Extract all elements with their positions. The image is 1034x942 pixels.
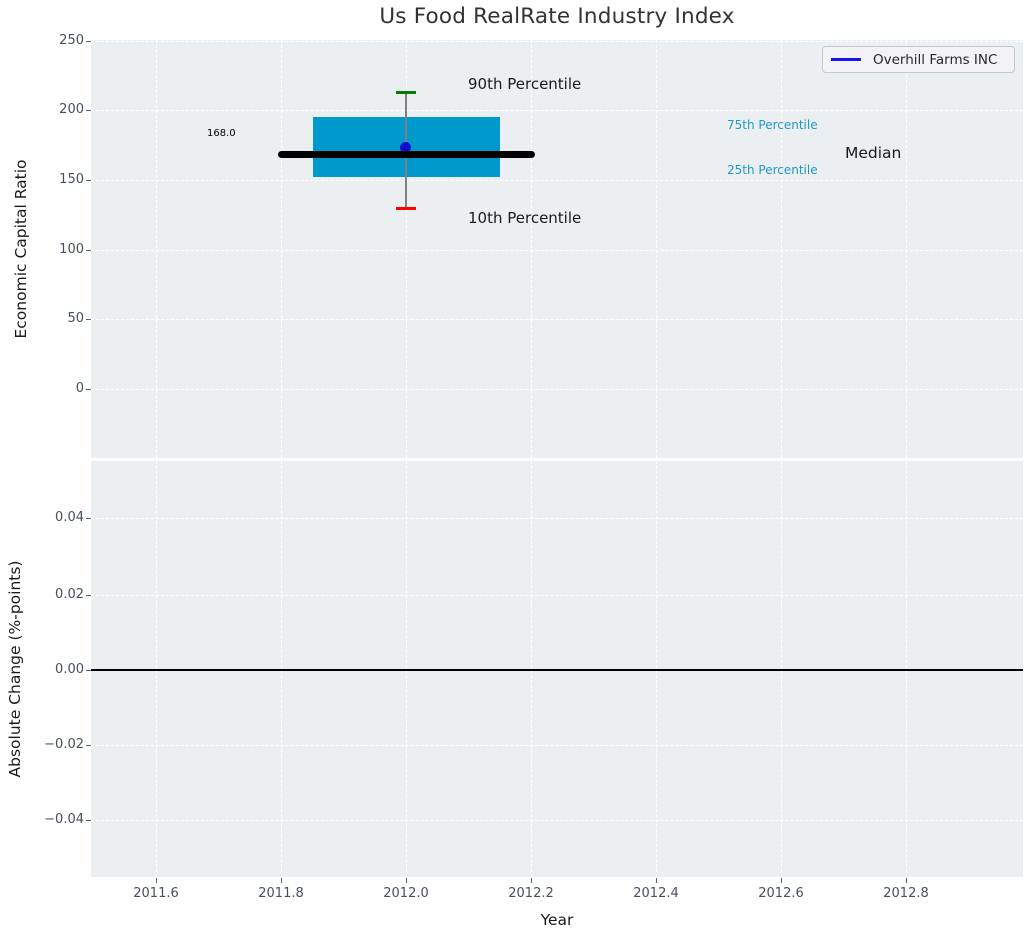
x-tick-label: 2011.8 [258,886,304,901]
gridline [91,319,1023,320]
tick-mark [531,878,532,883]
x-tick-label: 2012.8 [883,886,929,901]
tick-mark [656,878,657,883]
legend-line-swatch [831,58,861,61]
boxplot-median-line [278,151,535,158]
tick-mark [86,518,91,519]
gridline [91,180,1023,181]
gridline [156,40,157,458]
zero-change-line [91,669,1023,671]
y-tick-label: −0.02 [44,737,84,752]
y-axis-label-bottom: Absolute Change (%-points) [6,560,24,778]
y-tick-label: 200 [59,102,84,117]
x-tick-label: 2012.0 [383,886,429,901]
x-tick-label: 2012.4 [633,886,679,901]
gridline [281,40,282,458]
tick-mark [281,878,282,883]
tick-mark [781,878,782,883]
annotation-10th-percentile: 10th Percentile [468,209,582,227]
gridline [91,250,1023,251]
legend: Overhill Farms INC [822,46,1015,73]
y-tick-label: 0.02 [55,587,84,602]
gridline [531,40,532,458]
tick-mark [86,745,91,746]
tick-mark [86,595,91,596]
y-tick-label: 100 [59,242,84,257]
x-tick-label: 2012.2 [508,886,554,901]
gridline [91,820,1023,821]
gridline [91,518,1023,519]
tick-mark [86,319,91,320]
gridline [91,745,1023,746]
tick-mark [86,389,91,390]
boxplot-10th-percentile-cap [396,207,416,210]
annotation-90th-percentile: 90th Percentile [468,75,582,93]
tick-mark [86,670,91,671]
gridline [781,40,782,458]
gridline [91,110,1023,111]
x-axis-label: Year [540,911,574,929]
tick-mark [86,41,91,42]
annotation-25th-percentile: 25th Percentile [727,163,818,177]
tick-mark [906,878,907,883]
y-tick-label: 150 [59,172,84,187]
gridline [406,40,407,458]
bottom-axes [91,461,1023,877]
tick-mark [86,110,91,111]
legend-label: Overhill Farms INC [873,51,998,68]
x-tick-label: 2011.6 [133,886,179,901]
y-tick-label: 0.00 [55,662,84,677]
tick-mark [156,878,157,883]
gridline [91,41,1023,42]
y-tick-label: 250 [59,33,84,48]
tick-mark [406,878,407,883]
tick-mark [86,820,91,821]
boxplot-90th-percentile-cap [396,91,416,94]
y-tick-label: −0.04 [44,812,84,827]
tick-mark [86,180,91,181]
gridline [906,40,907,458]
tick-mark [86,250,91,251]
y-axis-label-top: Economic Capital Ratio [12,159,30,339]
y-tick-label: 0.04 [55,510,84,525]
y-tick-label: 0 [75,381,84,396]
annotation-75th-percentile: 75th Percentile [727,118,818,132]
annotation-median: Median [845,144,902,162]
gridline [656,40,657,458]
gridline [91,595,1023,596]
company-value-dot [400,142,411,153]
x-tick-label: 2012.6 [758,886,804,901]
top-axes: 168.0 90th Percentile 10th Percentile 75… [91,40,1023,458]
gridline [91,389,1023,390]
y-tick-label: 50 [67,311,84,326]
median-value-label: 168.0 [207,128,236,139]
chart-title: Us Food RealRate Industry Index [379,4,735,29]
